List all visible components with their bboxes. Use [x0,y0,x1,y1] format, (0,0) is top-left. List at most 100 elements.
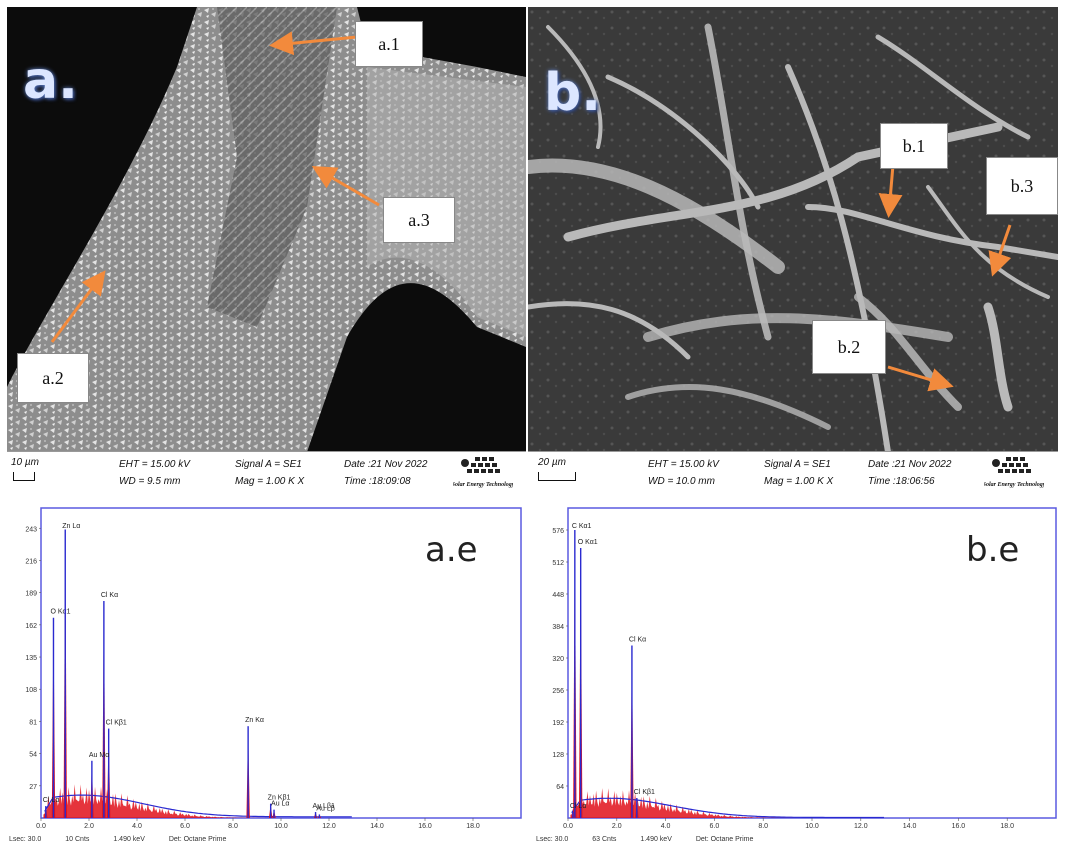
label-b1: b.1 [880,123,948,169]
panel-letter-b: b. [544,63,601,123]
sem-micrograph-b [528,7,1058,452]
y-tick-label: 384 [552,624,564,631]
x-tick-label: 2.0 [612,823,622,830]
y-tick-label: 320 [552,656,564,663]
x-tick-label: 6.0 [180,823,190,830]
panel-letter-a: a. [23,51,78,111]
eds-title-b: b.e [966,530,1020,570]
date-b: Date :21 Nov 2022 [868,459,952,470]
y-tick-label: 162 [25,623,37,630]
signal-b: Signal A = SE1 [764,459,831,470]
det-a: Det: Octane Prime [168,836,227,843]
peak-label-5: Zn Kα [245,717,264,724]
peak-label-3: Cl Kβ1 [106,720,127,727]
x-tick-label: 16.0 [418,823,432,830]
mag-a: Mag = 1.00 K X [235,476,305,487]
y-tick-label: 108 [25,687,37,694]
sem-image-b: b. b.1 b.2 b.3 20 µm EHT = 15.00 kV WD =… [528,7,1058,498]
spectrum-background [43,784,349,818]
time-b: Time :18:06:56 [868,476,935,487]
scale-bar-a [13,472,35,481]
svg-text:Solar Energy Technology: Solar Energy Technology [984,482,1044,488]
eds-spectrum-a: O Kα1 Zn Lα Cl Kα Cl Kβ1 Au Mα Zn Kα Zn Kβ1 Au … [5,502,525,847]
peak-label-4: Cl Lα [570,803,587,810]
y-tick-label: 81 [29,719,37,726]
kev-b: 1.490 keV [640,836,672,843]
cnts-a: 10 Cnts [65,836,90,843]
date-a: Date :21 Nov 2022 [344,459,428,470]
peak-label-2: Cl Kα [101,592,118,599]
continuum-fit-line [44,794,352,818]
wd-b: WD = 10.0 mm [648,476,715,487]
x-tick-label: 4.0 [661,823,671,830]
continuum-fit-line [571,797,884,819]
peak-label-7: Au Lα [271,801,289,808]
x-tick-label: 8.0 [758,823,768,830]
cnts-b: 63 Cnts [592,836,617,843]
eds-footer-b: Lsec: 30.0 63 Cnts 1.490 keV Det: Octane… [536,836,775,843]
peak-label-0: C Kα1 [572,523,592,530]
y-tick-label: 576 [552,528,564,535]
x-tick-label: 14.0 [903,823,917,830]
det-b: Det: Octane Prime [695,836,754,843]
svg-text:Solar Energy Technology: Solar Energy Technology [453,482,513,488]
plot-frame [567,507,1057,819]
label-b2: b.2 [812,320,886,374]
sem-info-bar-a: 10 µm EHT = 15.00 kV WD = 9.5 mm Signal … [7,451,526,498]
x-tick-label: 18.0 [466,823,480,830]
eht-a: EHT = 15.00 kV [119,459,190,470]
sem-info-bar-b: 20 µm EHT = 15.00 kV WD = 10.0 mm Signal… [528,451,1058,498]
eds-spectrum-b: C Kα1 O Kα1 Cl Kα Cl Kβ1 Cl Lα 64 128 192 256 320… [532,502,1060,847]
x-tick-label: 0.0 [36,823,46,830]
x-tick-label: 18.0 [1000,823,1014,830]
label-a2: a.2 [17,353,89,403]
y-tick-label: 135 [25,655,37,662]
lsec-b: Lsec: 30.0 [536,836,569,843]
x-tick-label: 6.0 [710,823,720,830]
y-tick-label: 189 [25,591,37,598]
scale-text-b: 20 µm [538,457,566,468]
scale-bar-b [538,472,576,481]
x-tick-label: 12.0 [854,823,868,830]
y-tick-label: 216 [25,558,37,565]
peak-label-8: Au Lβ1 [313,803,335,810]
x-tick-label: 10.0 [805,823,819,830]
x-tick-label: 0.0 [563,823,573,830]
wd-a: WD = 9.5 mm [119,476,181,487]
y-tick-label: 448 [552,592,564,599]
lsec-a: Lsec: 30.0 [9,836,42,843]
peak-label-1: Zn Lα [62,523,80,530]
sem-image-a: a. a.1 a.2 a.3 10 µm EHT = 15.00 kV WD =… [7,7,526,498]
peak-label-1: O Kα1 [578,539,598,546]
peak-label-2: Cl Kα [629,637,646,644]
y-tick-label: 27 [29,784,37,791]
y-tick-label: 54 [29,752,37,759]
x-tick-label: 14.0 [370,823,384,830]
plot-frame [40,507,522,819]
y-tick-label: 64 [556,784,564,791]
y-tick-label: 256 [552,688,564,695]
peak-label-3: Cl Kβ1 [634,789,655,796]
solar-energy-logo-a: Solar Energy Technology [453,455,513,495]
peak-label-4: Au Mα [89,752,109,759]
solar-energy-logo-b: Solar Energy Technology [984,455,1044,495]
x-tick-label: 4.0 [132,823,142,830]
kev-a: 1.490 keV [113,836,145,843]
x-tick-label: 16.0 [952,823,966,830]
eds-title-a: a.e [425,530,478,570]
y-tick-label: 243 [25,526,37,533]
peak-label-0: O Kα1 [50,609,70,616]
eds-footer-a: Lsec: 30.0 10 Cnts 1.490 keV Det: Octane… [9,836,248,843]
peak-label-6: Zn Kβ1 [268,795,291,802]
eds-chart-b: C Kα1 O Kα1 Cl Kα Cl Kβ1 Cl Lα 64 128 192 256 320… [552,507,1057,830]
x-tick-label: 8.0 [228,823,238,830]
x-tick-label: 12.0 [322,823,336,830]
x-tick-label: 2.0 [84,823,94,830]
y-tick-label: 192 [552,720,564,727]
peak-label-10: Cl Lα [43,797,60,804]
peak-label-9: Au Lβ [316,805,334,812]
time-a: Time :18:09:08 [344,476,411,487]
spectrum-background [570,788,881,818]
x-tick-label: 10.0 [274,823,288,830]
